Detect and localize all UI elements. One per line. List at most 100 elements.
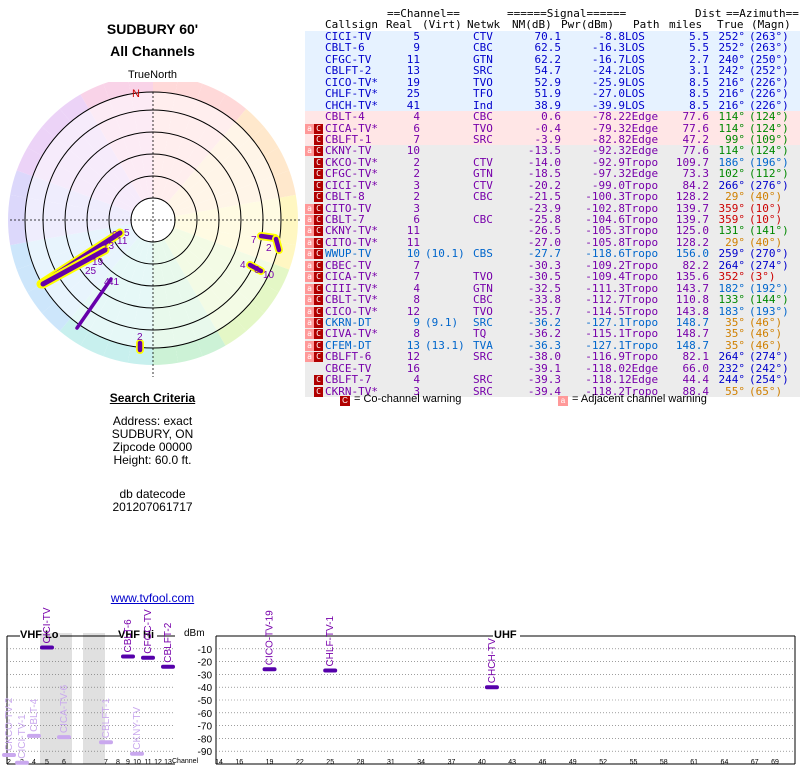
cell-az-true: 240° [718, 52, 746, 66]
cell-real: 10 [406, 144, 420, 158]
cell-callsign: CBLT-8 [325, 190, 365, 204]
x-tick-label: 64 [721, 759, 729, 766]
cell-path: Tropo [625, 350, 659, 364]
report-title: SUDBURY 60' All Channels [40, 18, 265, 62]
cell-callsign: CFEM-DT [325, 338, 372, 352]
cell-miles: 88.4 [682, 384, 710, 398]
cell-callsign: WWUP-TV [325, 247, 372, 261]
cell-path: LOS [625, 64, 645, 78]
legend-co-channel: C = Co-channel warning [340, 393, 461, 406]
cell-miles: 44.4 [682, 373, 710, 387]
table-row: CICO-TV* 19 TVO 52.9 -25.9 LOS 8.5 216° (226°) [305, 75, 800, 89]
cell-real: 9 [413, 41, 420, 55]
north-marker: N [132, 88, 140, 100]
cell-real: 8 [413, 293, 420, 307]
cell-pwr: -24.2 [591, 64, 625, 78]
cell-miles: 2.7 [689, 52, 709, 66]
header-netwk: Netwk [467, 18, 501, 31]
cell-nm: -13.5 [527, 144, 561, 158]
cell-az-magn: (46°) [749, 338, 783, 352]
polar-label: 10 [263, 270, 275, 281]
cell-netwk: CTV [473, 155, 493, 169]
cell-miles: 77.6 [682, 144, 710, 158]
table-row: C CBLFT-1 7 SRC -3.9 -82.8 2Edge 47.2 99° (109°) [305, 132, 800, 146]
cell-az-true: 252° [718, 30, 746, 43]
cell-path: LOS [625, 41, 645, 55]
spectrum-mark-label: CBLT-4 [29, 698, 40, 732]
table-row: a C CICA-TV* 6 TVO -0.4 -79.3 2Edge 77.6 114° (124… [305, 121, 800, 135]
spectrum-chart: VHF Lo VHF Hi UHF dBm Channel -10-20-30-… [2, 607, 796, 766]
criteria-location: SUDBURY, ON [111, 427, 194, 441]
cell-path: LOS [625, 52, 645, 66]
cell-nm: 51.9 [534, 87, 562, 101]
cell-real: 10 [406, 247, 420, 261]
x-tick-label: 5 [45, 759, 49, 766]
cell-callsign: CHLF-TV* [325, 87, 378, 101]
cell-netwk: CBC [473, 190, 493, 204]
cell-real: 25 [406, 87, 420, 101]
cell-path: Tropo [625, 201, 659, 215]
cell-real: 11 [406, 224, 420, 238]
cell-real: 13 [406, 64, 420, 78]
tvfool-link[interactable]: www.tvfool.com [110, 591, 195, 605]
cell-netwk: GTN [473, 52, 493, 66]
cell-miles: 5.5 [689, 41, 709, 55]
cell-az-true: 186° [718, 155, 746, 169]
cell-az-true: 29° [725, 235, 745, 249]
spectrum-mark-label: CKNY-TV [132, 706, 143, 749]
cell-callsign: CBEC-TV [325, 258, 372, 272]
cell-miles: 139.7 [675, 201, 709, 215]
cell-pwr: -105.3 [585, 224, 625, 238]
adjacent-warning-icon: a [305, 146, 314, 157]
cell-az-true: 35° [725, 327, 745, 341]
polar-label: 41 [108, 277, 120, 288]
header-pwr: Pwr(dBm) [561, 18, 614, 31]
x-tick-label: 58 [660, 759, 668, 766]
adjacent-warning-icon: a [305, 237, 314, 248]
x-tick-label: 61 [690, 759, 698, 766]
db-datecode-label: db datecode [119, 487, 186, 501]
x-tick-label: 43 [508, 759, 516, 766]
cell-nm: -36.3 [527, 338, 561, 352]
cell-nm: -3.9 [534, 132, 562, 146]
cell-callsign: CKRN-TV* [325, 384, 378, 398]
cell-path: 2Edge [625, 121, 659, 135]
cell-pwr: -100.3 [585, 190, 625, 204]
cell-az-magn: (274°) [749, 350, 789, 364]
spectrum-mark-label: CKCO-TV-2 [4, 697, 15, 751]
cell-real: 8 [413, 327, 420, 341]
cell-real: 41 [406, 98, 420, 112]
cell-callsign: CBCE-TV [325, 361, 372, 375]
table-row: a C CFEM-DT 13 (13.1) TVA -36.3 -127.1 Tropo 148.… [305, 338, 800, 352]
table-row: a C CIVA-TV* 8 TQ -36.2 -115.1 Tropo 148.7 35° (46… [305, 327, 800, 341]
legend-adj-text: = Adjacent channel warning [572, 393, 707, 405]
x-tick-label: 28 [357, 759, 365, 766]
cell-miles: 148.7 [675, 327, 709, 341]
polar-label: 25 [85, 266, 97, 277]
cell-real: 7 [413, 270, 420, 284]
cell-nm: -33.8 [527, 293, 561, 307]
cell-az-true: 359° [718, 213, 746, 226]
cell-callsign: CKRN-DT [325, 315, 372, 329]
search-criteria: Search Criteria Address: exact SUDBURY, … [40, 392, 265, 467]
cell-miles: 82.1 [682, 350, 710, 364]
table-row: a C CICO-TV* 12 TVO -35.7 -114.5 Tropo 143.8 183°… [305, 305, 800, 317]
cell-miles: 8.5 [689, 75, 709, 89]
header-magn: (Magn) [751, 18, 791, 31]
cell-pwr: -16.7 [591, 52, 625, 66]
cell-nm: 70.1 [534, 30, 562, 43]
table-row: a C CIII-TV* 4 GTN -32.5 -111.3 Tropo 143.7 182°(… [305, 282, 800, 294]
cell-az-true: 259° [718, 247, 746, 261]
cell-callsign: CFGC-TV* [325, 167, 378, 181]
spectrum-mark-label: CICO-TV-19 [265, 610, 276, 665]
y-tick-label: -80 [198, 734, 213, 745]
polar-label: 7 [251, 235, 257, 246]
cell-miles: 110.8 [675, 293, 709, 307]
adjacent-warning-icon: a [305, 249, 314, 260]
cell-miles: 77.6 [682, 110, 710, 124]
cell-real: 6 [413, 213, 420, 226]
cell-path: Tropo [625, 338, 659, 352]
cell-callsign: CBLFT-7 [325, 373, 372, 387]
spectrum-mark-label: CFGC-TV [143, 609, 154, 654]
cell-path: 2Edge [625, 167, 659, 181]
